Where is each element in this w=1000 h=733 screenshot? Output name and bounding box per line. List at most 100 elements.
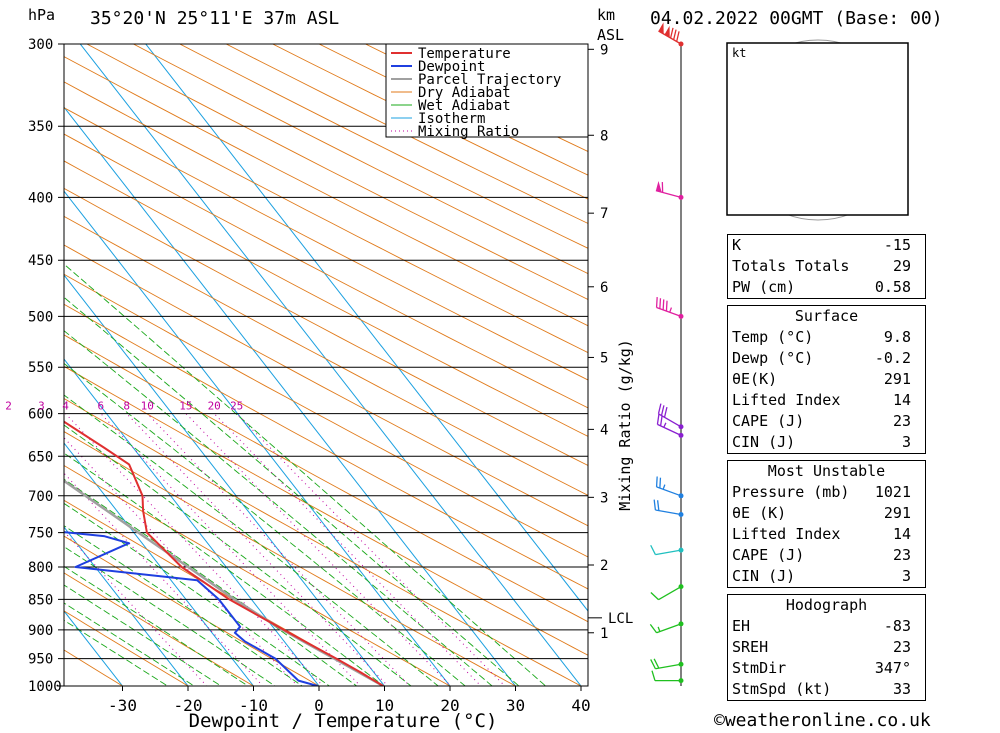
wind-barb <box>655 663 682 670</box>
temperature-line <box>64 420 384 686</box>
dry-adiabat-line <box>64 160 588 437</box>
pressure-tick-label: 300 <box>28 37 53 53</box>
mixing-ratio-label: 8 <box>123 400 130 413</box>
wind-barb-flag <box>662 299 665 310</box>
unit-km: km <box>597 6 615 24</box>
x-tick-label: -30 <box>108 696 137 715</box>
index-row-pw: PW (cm) 0.58 <box>732 278 911 296</box>
km-tick-label: 6 <box>600 280 608 296</box>
wind-barb-flag <box>665 300 668 312</box>
isotherm-line <box>64 442 255 686</box>
wet-adiabat-line <box>64 502 331 686</box>
pressure-tick-label: 650 <box>28 449 53 465</box>
dry-adiabat-line <box>64 334 588 623</box>
hodograph-title: Hodograph <box>785 596 868 614</box>
isotherm-line <box>79 44 582 686</box>
legend-mixing-ratio: Mixing Ratio <box>418 124 519 140</box>
wind-barb-flag <box>651 670 656 681</box>
hodograph-table: Hodograph EH -83 SREH 23 StmDir 347° StmSpd… <box>727 594 926 701</box>
hodograph-unit: kt <box>732 46 746 60</box>
x-tick-label: 40 <box>571 696 590 715</box>
dry-adiabat-line <box>64 81 588 354</box>
wind-barb-half-flag <box>662 484 666 490</box>
wet-adiabat-line <box>64 478 358 686</box>
mixing-ratio-label: 2 <box>5 400 12 413</box>
footer-credit[interactable]: ©weatheronline.co.uk <box>714 710 931 731</box>
km-tick-label: 3 <box>600 490 608 506</box>
lcl-label: LCL <box>608 611 633 627</box>
wind-barb-flag <box>663 406 668 418</box>
surface-row-thetae: θE(K) 291 <box>732 370 911 388</box>
mu-row-cape: CAPE (J) 23 <box>732 546 911 564</box>
mixing-ratio-label: 4 <box>62 400 69 413</box>
hodo-row-sreh: SREH 23 <box>732 638 911 656</box>
pressure-tick-label: 600 <box>28 407 53 423</box>
wind-barb-flag <box>649 623 658 634</box>
most-unstable-title: Most Unstable <box>767 462 886 480</box>
dry-adiabat-line <box>64 431 517 686</box>
wind-barb-flag <box>676 31 680 42</box>
pressure-tick-label: 700 <box>28 489 53 505</box>
wet-adiabat-line <box>64 452 385 686</box>
wind-barb <box>656 486 682 497</box>
most-unstable-table: Most Unstable Pressure (mb) 1021 θE (K) 29… <box>727 460 926 588</box>
km-tick-label: 1 <box>600 626 608 642</box>
wind-barb <box>655 190 682 199</box>
mixing-ratio-label: 10 <box>141 400 154 413</box>
pressure-tick-label: 500 <box>28 309 53 325</box>
wind-barb-flag <box>655 476 658 487</box>
wind-barb-flag <box>659 415 663 426</box>
legend-dry-adiabat: Dry Adiabat <box>418 85 511 101</box>
hodo-row-stmdir: StmDir 347° <box>732 659 911 677</box>
dry-adiabat-line <box>64 365 588 656</box>
surface-row-cin: CIN (J) 3 <box>732 433 911 451</box>
wet-adiabat-line <box>64 394 439 686</box>
dry-adiabat-line <box>64 56 588 327</box>
hodograph-frame <box>726 42 909 216</box>
surface-title: Surface <box>794 307 859 325</box>
mixing-ratio-axis-title: Mixing Ratio (g/kg) <box>616 339 634 511</box>
legend-dewpoint: Dewpoint <box>418 59 485 75</box>
wind-barb-flag <box>650 544 656 555</box>
dry-adiabat-line <box>64 499 386 686</box>
wind-barb <box>657 423 682 436</box>
dewpoint-line <box>64 531 318 686</box>
pressure-tick-label: 750 <box>28 526 53 542</box>
wind-barb-flag <box>659 477 662 489</box>
km-tick-label: 5 <box>600 350 608 366</box>
wind-barb <box>658 586 682 601</box>
dry-adiabat-line <box>225 44 588 224</box>
x-axis-title: Dewpoint / Temperature (°C) <box>189 710 498 732</box>
wind-barb-flag <box>650 592 659 601</box>
km-tick-label: 7 <box>600 206 608 222</box>
isotherm-line <box>64 274 386 686</box>
dry-adiabat-line <box>64 107 588 381</box>
isotherm-line <box>64 526 189 686</box>
pressure-tick-label: 550 <box>28 360 53 376</box>
x-tick-label: 10 <box>375 696 394 715</box>
mixing-ratio-label: 25 <box>230 400 243 413</box>
x-tick-label: 0 <box>314 696 324 715</box>
wind-barb-pennant <box>664 25 670 38</box>
dry-adiabat-line <box>64 244 588 527</box>
wet-adiabat-line <box>64 263 547 686</box>
wind-barb-flag <box>650 659 656 670</box>
surface-table: Surface Temp (°C) 9.8 Dewp (°C) -0.2 θE(K)… <box>727 305 926 454</box>
wind-barb-flag <box>653 499 657 511</box>
wet-adiabat-line <box>64 584 222 686</box>
header-date: 04.02.2022 00GMT (Base: 00) <box>650 8 943 29</box>
index-row-totals: Totals Totals 29 <box>732 257 911 275</box>
isotherm-line <box>64 358 320 686</box>
dry-adiabat-line <box>64 397 582 686</box>
wet-adiabat-line <box>64 525 303 686</box>
km-tick-label: 4 <box>600 422 608 438</box>
surface-row-temp: Temp (°C) 9.8 <box>732 328 911 346</box>
isotherm-line <box>145 44 588 612</box>
mu-row-li: Lifted Index 14 <box>732 525 911 543</box>
legend-wet-adiabat: Wet Adiabat <box>418 98 511 114</box>
legend-temperature: Temperature <box>418 46 511 62</box>
dry-adiabat-line <box>85 44 588 300</box>
wind-barb-half-flag <box>669 307 673 313</box>
pressure-tick-label: 400 <box>28 190 53 206</box>
